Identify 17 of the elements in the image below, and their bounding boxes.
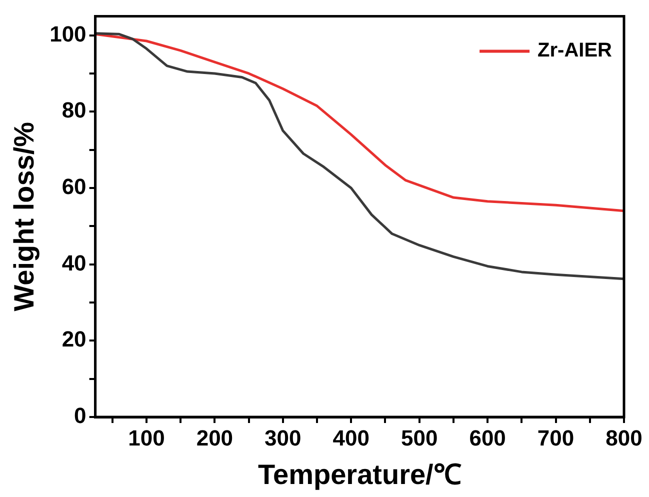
- x-tick-label: 100: [128, 425, 165, 450]
- y-axis-title: Weight loss/%: [8, 122, 40, 312]
- y-tick-label: 60: [62, 174, 86, 200]
- y-tick-label: 80: [62, 98, 86, 123]
- x-axis-title: Temperature/℃: [258, 458, 462, 490]
- x-tick-label: 400: [332, 425, 370, 450]
- y-tick-label: 0: [74, 403, 86, 428]
- x-tick-label: 800: [606, 425, 642, 450]
- legend-label: Zr-AIER: [538, 40, 613, 62]
- y-tick-label: 100: [50, 21, 86, 46]
- y-tick-label: 40: [62, 250, 86, 276]
- x-tick-label: 600: [469, 425, 506, 450]
- x-tick-label: 200: [196, 425, 234, 450]
- x-tick-label: 700: [537, 425, 574, 450]
- y-tick-label: 20: [62, 326, 86, 352]
- x-tick-label: 300: [264, 425, 302, 450]
- x-tick-label: 500: [400, 425, 438, 450]
